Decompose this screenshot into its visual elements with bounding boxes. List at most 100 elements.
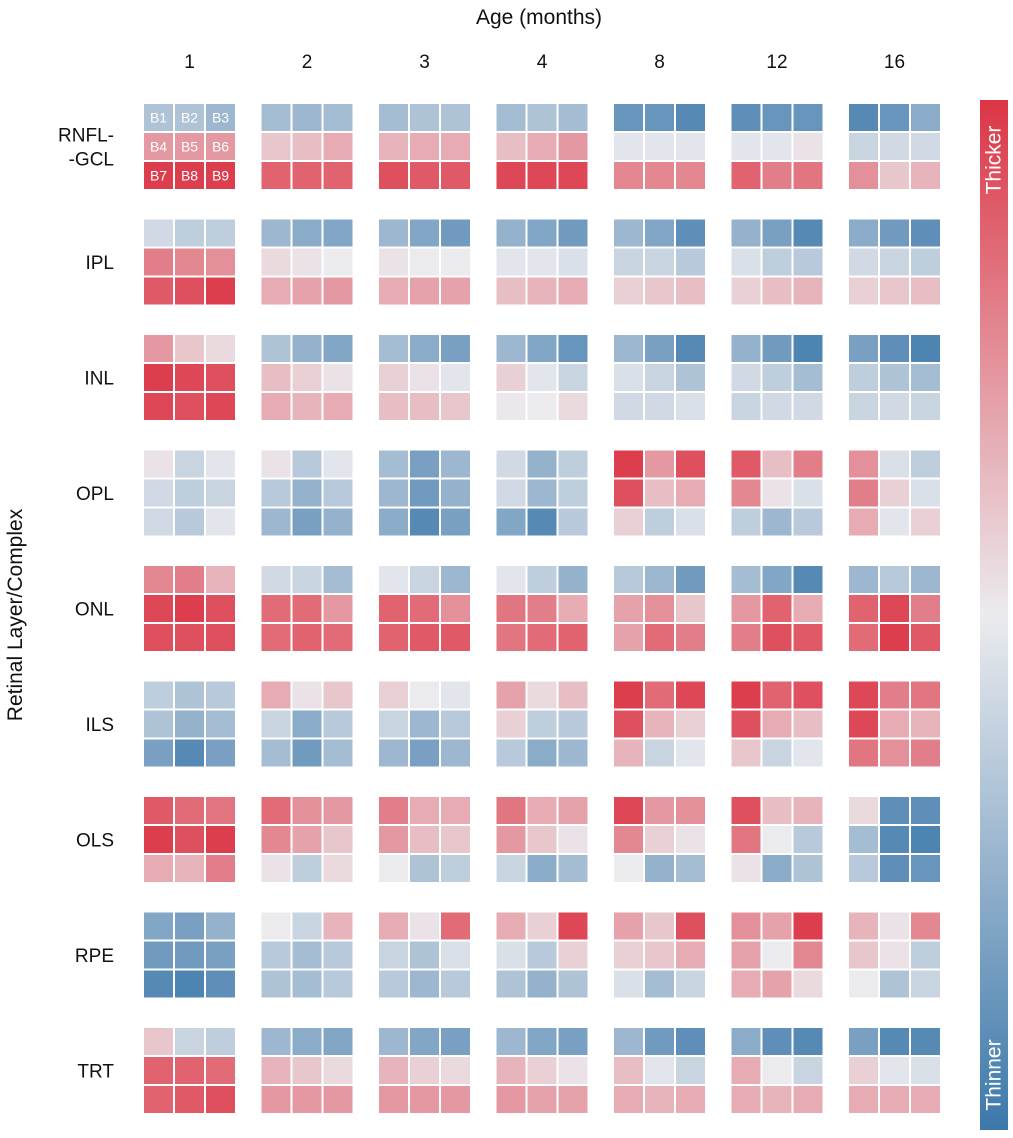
heatmap-cell bbox=[410, 508, 439, 536]
heatmap-cell bbox=[292, 941, 322, 969]
heatmap-cell bbox=[762, 450, 792, 478]
heatmap-cell bbox=[206, 855, 235, 882]
heatmap-cell bbox=[496, 277, 526, 305]
heatmap-cell bbox=[731, 393, 761, 420]
cell-label-b4: B4 bbox=[150, 139, 167, 155]
heatmap-cell bbox=[911, 508, 940, 536]
heatmap-cell bbox=[731, 277, 761, 305]
heatmap-cell bbox=[676, 797, 705, 824]
heatmap-cell bbox=[793, 277, 823, 305]
heatmap-cell bbox=[645, 1028, 674, 1055]
heatmap-cell bbox=[731, 1028, 761, 1055]
heatmap-cell bbox=[496, 335, 526, 362]
heatmap-cell bbox=[379, 710, 408, 738]
heatmap-cell bbox=[496, 1086, 526, 1113]
heatmap-cell bbox=[261, 479, 291, 507]
column-label-8: 8 bbox=[654, 52, 665, 73]
heatmap-cell bbox=[849, 364, 878, 391]
heatmap-cell bbox=[496, 104, 526, 131]
heatmap-cell bbox=[849, 335, 878, 362]
heatmap-cell bbox=[849, 797, 878, 824]
heatmap-cell bbox=[880, 855, 909, 882]
heatmap-cell bbox=[441, 364, 470, 391]
cell-label-b7: B7 bbox=[150, 168, 167, 184]
heatmap-cell bbox=[676, 335, 705, 362]
heatmap-cell bbox=[496, 479, 526, 507]
heatmap-cell bbox=[175, 624, 204, 651]
heatmap-cell bbox=[880, 479, 909, 507]
heatmap-cell bbox=[762, 912, 792, 940]
heatmap-cell bbox=[441, 248, 470, 276]
heatmap-cell bbox=[323, 219, 353, 247]
heatmap-cell bbox=[206, 248, 235, 276]
heatmap-cell bbox=[496, 970, 526, 998]
heatmap-cell bbox=[175, 393, 204, 420]
heatmap-cell bbox=[911, 450, 940, 478]
heatmap-cell bbox=[144, 450, 173, 478]
heatmap-cell bbox=[614, 335, 643, 362]
heatmap-cell bbox=[175, 1086, 204, 1113]
heatmap-cell bbox=[762, 248, 792, 276]
heatmap-cell bbox=[911, 970, 940, 998]
heatmap-cell bbox=[762, 739, 792, 767]
heatmap-cell bbox=[206, 624, 235, 651]
heatmap-cell bbox=[292, 970, 322, 998]
heatmap-cell bbox=[731, 162, 761, 189]
heatmap-cell bbox=[645, 248, 674, 276]
heatmap-cell bbox=[379, 855, 408, 882]
heatmap-cell bbox=[410, 624, 439, 651]
heatmap-cell bbox=[558, 595, 588, 622]
heatmap-cell bbox=[731, 1086, 761, 1113]
heatmap-cell bbox=[175, 364, 204, 391]
heatmap-cell bbox=[880, 739, 909, 767]
heatmap-cell bbox=[441, 335, 470, 362]
heatmap-cell bbox=[441, 479, 470, 507]
heatmap-cell bbox=[558, 248, 588, 276]
heatmap-cell bbox=[731, 364, 761, 391]
heatmap-cell bbox=[558, 1028, 588, 1055]
heatmap-cell bbox=[911, 739, 940, 767]
heatmap-cell bbox=[731, 450, 761, 478]
heatmap-cell bbox=[441, 970, 470, 998]
heatmap-cell bbox=[410, 1057, 439, 1084]
heatmap-cell bbox=[880, 566, 909, 593]
heatmap-cell bbox=[911, 248, 940, 276]
heatmap-cell bbox=[261, 1086, 291, 1113]
column-label-4: 4 bbox=[537, 52, 548, 73]
heatmap-cell bbox=[379, 479, 408, 507]
heatmap-cell bbox=[849, 624, 878, 651]
heatmap-cell bbox=[676, 1028, 705, 1055]
heatmap-cell bbox=[880, 450, 909, 478]
heatmap-cell bbox=[645, 970, 674, 998]
heatmap-cell bbox=[527, 826, 557, 853]
heatmap-cell bbox=[762, 595, 792, 622]
heatmap-cell bbox=[880, 133, 909, 160]
heatmap-cell bbox=[880, 104, 909, 131]
heatmap-cell bbox=[527, 450, 557, 478]
heatmap-cell bbox=[793, 364, 823, 391]
heatmap-cell bbox=[292, 393, 322, 420]
heatmap-cell bbox=[527, 479, 557, 507]
heatmap-cell bbox=[410, 219, 439, 247]
heatmap-cell bbox=[144, 133, 173, 160]
colorbar: Thicker Thinner bbox=[980, 100, 1008, 1130]
heatmap-cell bbox=[558, 335, 588, 362]
heatmap-cell bbox=[379, 1057, 408, 1084]
heatmap-cell bbox=[849, 739, 878, 767]
heatmap-cell bbox=[614, 941, 643, 969]
heatmap-cell bbox=[849, 566, 878, 593]
heatmap-cell bbox=[496, 219, 526, 247]
heatmap-cell bbox=[645, 1057, 674, 1084]
heatmap-cell bbox=[144, 595, 173, 622]
heatmap-cell bbox=[731, 595, 761, 622]
heatmap-cell bbox=[911, 364, 940, 391]
heatmap-cell bbox=[731, 681, 761, 709]
heatmap-cell bbox=[323, 393, 353, 420]
heatmap-cell bbox=[645, 855, 674, 882]
heatmap-cell bbox=[527, 1028, 557, 1055]
heatmap-cell bbox=[731, 219, 761, 247]
heatmap-cell bbox=[676, 393, 705, 420]
heatmap-cell bbox=[614, 681, 643, 709]
heatmap-cell bbox=[292, 681, 322, 709]
heatmap-cell bbox=[731, 335, 761, 362]
